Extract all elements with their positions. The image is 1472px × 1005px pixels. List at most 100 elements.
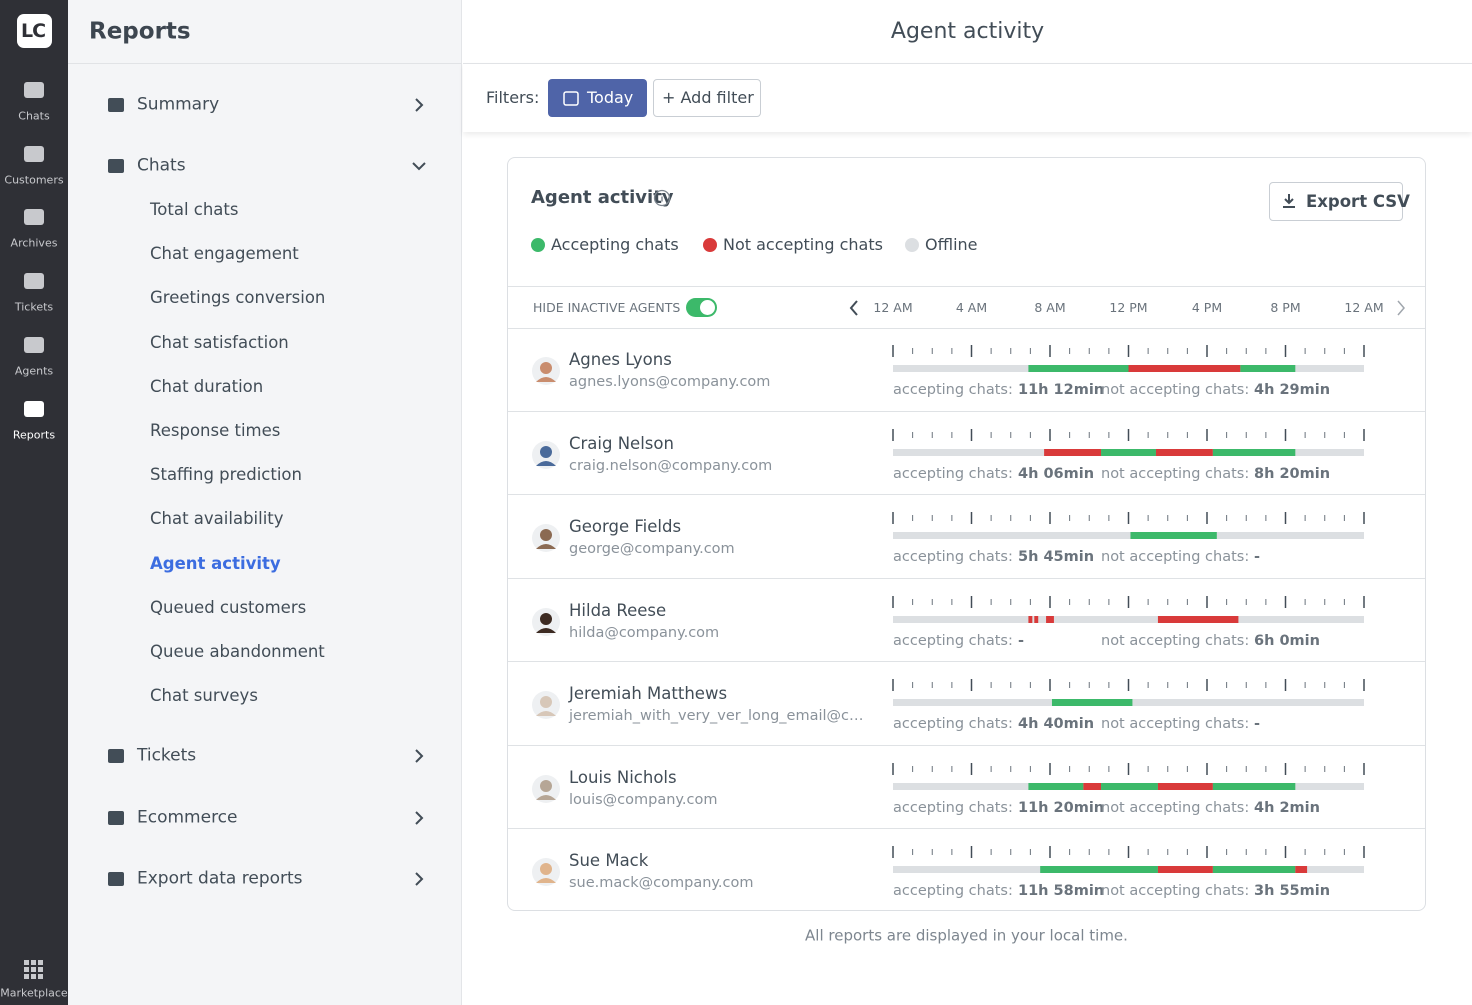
section-label[interactable]: Chats	[137, 155, 186, 176]
stat-value: -	[1254, 715, 1261, 732]
nav-item[interactable]: Staffing prediction	[150, 464, 302, 484]
activity-segment	[1130, 532, 1217, 539]
nav-item[interactable]: Chat availability	[150, 509, 284, 529]
time-tick-label: 4 AM	[955, 299, 988, 315]
timeline-track	[893, 615, 1364, 623]
avatar	[532, 524, 560, 552]
time-tick-label: 8 PM	[1270, 299, 1301, 315]
rail-icon	[24, 336, 44, 353]
nav-item[interactable]: Response times	[150, 420, 281, 440]
stat-label: accepting chats:	[893, 465, 1013, 482]
nav-item[interactable]: Greetings conversion	[150, 288, 326, 308]
activity-segment	[1295, 866, 1308, 873]
activity-segment	[1240, 365, 1296, 372]
rail-label[interactable]: Reports	[12, 428, 56, 441]
activity-segment	[1044, 448, 1102, 456]
nav-item[interactable]: Chat satisfaction	[150, 332, 289, 352]
agent-name: Louis Nichols	[569, 767, 677, 787]
agent-email: sue.mack@company.com	[569, 874, 754, 891]
activity-segment	[1212, 782, 1296, 790]
nav-item[interactable]: Agent activity	[150, 553, 281, 573]
info-icon	[653, 189, 671, 207]
stat-label: not accepting chats:	[1101, 882, 1250, 899]
stat-label: not accepting chats:	[1101, 715, 1250, 732]
toggle-knob	[700, 300, 715, 315]
time-tick-label: 12 AM	[873, 299, 913, 315]
stat-value: 11h 12min	[1018, 381, 1105, 398]
rail-label[interactable]: Chats	[18, 109, 50, 123]
stat-label: accepting chats:	[893, 715, 1013, 732]
today-button[interactable]: Today	[548, 79, 647, 117]
nav-item[interactable]: Chat surveys	[150, 685, 258, 705]
card-title: Agent activity	[531, 187, 674, 208]
nav-item[interactable]: Queued customers	[150, 597, 307, 617]
divider	[508, 286, 1425, 287]
stat-value: 3h 55min	[1254, 882, 1331, 899]
activity-segment	[1212, 448, 1296, 456]
activity-segment	[1157, 782, 1213, 790]
agent-email: jeremiah_with_very_ver_long_email@c…	[569, 707, 864, 724]
section-icon	[108, 872, 124, 886]
section-label[interactable]: Summary	[137, 94, 220, 115]
stat-label: accepting chats:	[893, 548, 1013, 565]
nav-item[interactable]: Queue abandonment	[150, 641, 325, 661]
timeline	[892, 345, 1365, 372]
toggle[interactable]	[686, 298, 717, 317]
rail-icon	[24, 82, 44, 98]
toggle-label: HIDE INACTIVE AGENTS	[533, 299, 681, 315]
section-icon	[108, 159, 124, 173]
nav-item[interactable]: Chat engagement	[150, 243, 299, 263]
agent-row: Sue Mack sue.mack@company.com accepting ch…	[508, 829, 1425, 913]
rail-icon	[24, 273, 44, 290]
agent-row: George Fields george@company.com accepting…	[508, 495, 1425, 579]
stat-value: 11h 58min	[1018, 882, 1105, 899]
legend-dot	[703, 238, 717, 252]
section-icon	[108, 98, 124, 112]
agent-row: Agnes Lyons agnes.lyons@company.com accept…	[508, 328, 1425, 412]
nav-item[interactable]: Chat duration	[150, 376, 264, 396]
card: Agent activity Export CSV Accepting chats N…	[507, 157, 1426, 911]
activity-segment	[1128, 365, 1241, 372]
footer-note: All reports are displayed in your local …	[805, 926, 1128, 945]
agent-name: Craig Nelson	[569, 433, 674, 453]
stat-label: accepting chats:	[893, 632, 1013, 649]
rail-label[interactable]: Tickets	[14, 300, 54, 314]
stat-label: not accepting chats:	[1101, 381, 1250, 398]
section-label[interactable]: Ecommerce	[137, 807, 238, 828]
avatar	[532, 357, 560, 385]
rail-label[interactable]: Archives	[10, 236, 58, 250]
nav-item[interactable]: Total chats	[150, 199, 239, 219]
rail-icon	[24, 209, 44, 226]
agent-row: Craig Nelson craig.nelson@company.com acce…	[508, 412, 1425, 495]
stat-label: accepting chats:	[893, 799, 1013, 816]
agent-email: craig.nelson@company.com	[569, 457, 773, 474]
rail-label[interactable]: Customers	[4, 173, 64, 187]
agent-name: George Fields	[569, 516, 682, 536]
section-label[interactable]: Export data reports	[137, 868, 303, 889]
legend-label: Offline	[925, 235, 978, 254]
export-button[interactable]: Export CSV	[1269, 182, 1410, 221]
chevron	[415, 872, 424, 886]
rail-icon	[24, 145, 44, 162]
icon-rail: LC Chats Customers Archives Tickets Agents Rep…	[0, 0, 68, 1005]
add-filter-button[interactable]: + Add filter	[653, 79, 761, 117]
rail-label[interactable]: Marketplace	[0, 986, 68, 1000]
logo: LC	[17, 14, 52, 48]
stat-value: 4h 2min	[1254, 799, 1320, 816]
add-filter-text: + Add filter	[662, 88, 754, 107]
next-arrow	[1397, 300, 1405, 316]
timeline	[892, 846, 1365, 873]
section-label[interactable]: Tickets	[137, 745, 197, 766]
agent-name: Sue Mack	[569, 850, 649, 870]
agent-row: Hilda Reese hilda@company.com accepting ch…	[508, 579, 1425, 662]
stat-label: not accepting chats:	[1101, 632, 1250, 649]
timeline-track	[893, 532, 1364, 539]
section-icon	[108, 749, 124, 763]
rail-label[interactable]: Agents	[14, 364, 54, 378]
today-text: Today	[587, 88, 634, 107]
activity-segment	[1040, 866, 1158, 873]
agent-email: louis@company.com	[569, 791, 718, 808]
agent-email: agnes.lyons@company.com	[569, 373, 771, 390]
activity-segment	[1028, 782, 1084, 790]
divider	[68, 63, 462, 64]
